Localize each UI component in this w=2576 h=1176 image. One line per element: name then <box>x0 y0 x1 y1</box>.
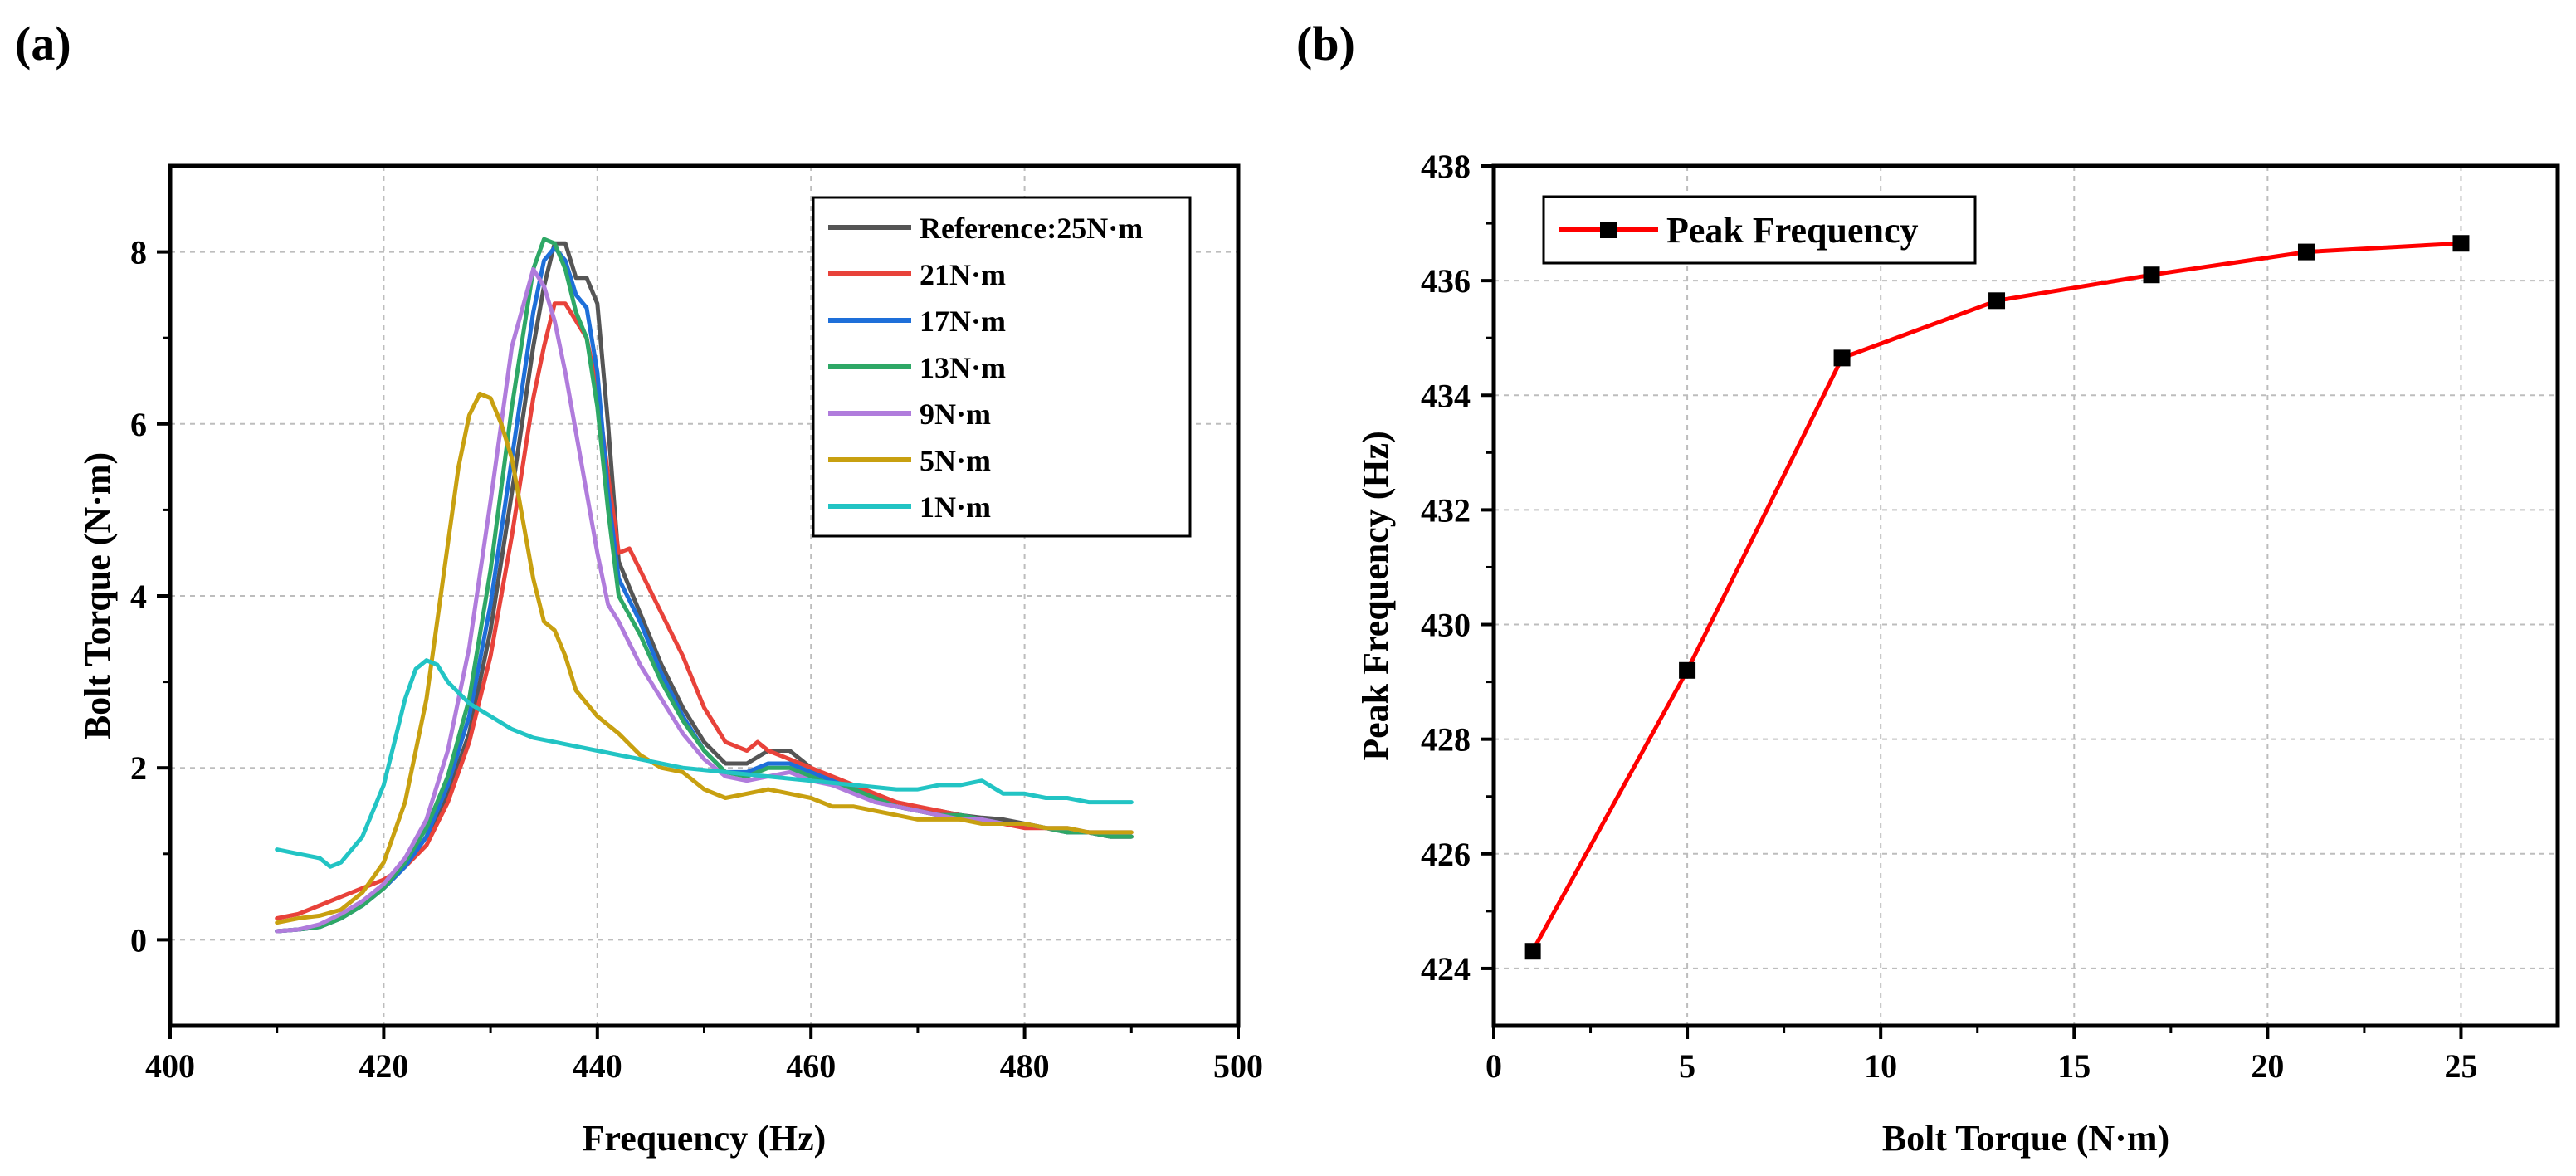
y-tick-label: 0 <box>130 921 147 959</box>
y-tick-label: 436 <box>1421 262 1471 300</box>
y-tick-label: 424 <box>1421 950 1471 988</box>
legend-label-0: Peak Frequency <box>1666 210 1919 251</box>
y-axis-title: Bolt Torque (N·m) <box>77 452 118 739</box>
legend-label-0: Reference:25N·m <box>920 212 1143 245</box>
x-tick-label: 5 <box>1679 1047 1695 1085</box>
y-axis: 424 426 428 430 432 434 436 438 <box>1421 148 1494 988</box>
series-line-5 <box>275 392 1134 925</box>
data-point <box>1988 292 2006 310</box>
y-tick-label: 434 <box>1421 377 1471 414</box>
chart-a: 400 420 440 460 480 500 0 2 4 6 8 Frequency (Hz) Bol… <box>77 163 1263 1159</box>
x-tick-label: 440 <box>573 1047 622 1085</box>
data-point <box>2452 235 2470 252</box>
x-tick-label: 10 <box>1864 1047 1897 1085</box>
x-tick-label: 15 <box>2057 1047 2091 1085</box>
x-tick-label: 25 <box>2444 1047 2477 1085</box>
panel-label-b: (b) <box>1296 17 1355 71</box>
x-tick-label: 500 <box>1213 1047 1263 1085</box>
series-line-0 <box>1530 241 2463 954</box>
legend-marker <box>1600 222 1617 238</box>
y-axis-title: Peak Frequency (Hz) <box>1355 431 1396 761</box>
data-point <box>1679 661 1696 679</box>
x-tick-label: 460 <box>786 1047 836 1085</box>
legend-label-1: 21N·m <box>920 258 1006 291</box>
x-axis-title: Bolt Torque (N·m) <box>1882 1118 2169 1159</box>
panel-label-a: (a) <box>15 17 71 71</box>
x-tick-label: 420 <box>359 1047 408 1085</box>
legend-label-3: 13N·m <box>920 351 1006 384</box>
x-tick-label: 20 <box>2251 1047 2284 1085</box>
y-tick-label: 6 <box>130 406 147 443</box>
legend: Peak Frequency <box>1542 195 1977 265</box>
y-tick-label: 2 <box>130 749 147 787</box>
legend-label-4: 9N·m <box>920 398 991 431</box>
data-point <box>1524 943 1541 960</box>
x-tick-label: 400 <box>145 1047 195 1085</box>
y-tick-label: 430 <box>1421 607 1471 644</box>
x-axis: 400 420 440 460 480 500 <box>145 1026 1263 1085</box>
y-tick-label: 4 <box>130 578 147 615</box>
legend-label-5: 5N·m <box>920 444 991 477</box>
legend-label-2: 17N·m <box>920 305 1006 338</box>
plot-frame <box>1491 163 2560 1028</box>
grid-lines <box>1494 166 2558 1026</box>
data-point <box>2297 243 2315 261</box>
x-axis: 0 5 10 15 20 25 <box>1486 1026 2477 1085</box>
data-point <box>2143 266 2160 284</box>
x-tick-label: 480 <box>1000 1047 1050 1085</box>
legend-label-6: 1N·m <box>920 490 991 524</box>
y-tick-label: 432 <box>1421 491 1471 529</box>
y-tick-label: 428 <box>1421 721 1471 759</box>
x-axis-title: Frequency (Hz) <box>583 1118 827 1159</box>
y-tick-label: 438 <box>1421 148 1471 185</box>
series-line-6 <box>275 658 1134 869</box>
y-axis: 0 2 4 6 8 <box>130 234 170 959</box>
data-point <box>1833 349 1851 367</box>
y-tick-label: 8 <box>130 234 147 271</box>
y-tick-label: 426 <box>1421 836 1471 873</box>
legend: Reference:25N·m 21N·m 17N·m 13N·m 9N·m 5N·m 1N… <box>812 196 1192 538</box>
series-line-4 <box>275 266 1134 934</box>
x-tick-label: 0 <box>1486 1047 1502 1085</box>
chart-b: 0 5 10 15 20 25 424 426 428 430 432 434 436 438 Bolt T… <box>1355 148 2560 1159</box>
